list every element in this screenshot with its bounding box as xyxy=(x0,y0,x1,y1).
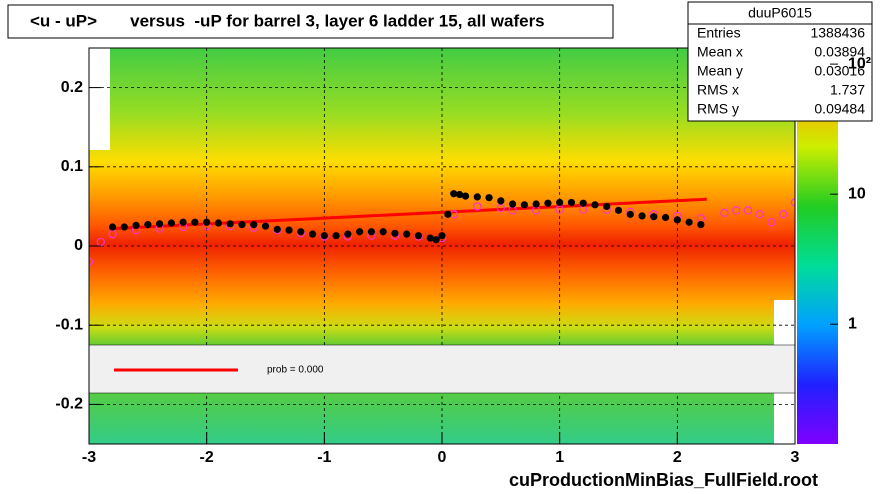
stats-label: Mean x xyxy=(697,44,743,60)
data-point xyxy=(444,210,452,218)
data-point xyxy=(579,199,587,207)
data-point xyxy=(638,212,646,220)
data-point xyxy=(226,220,234,228)
stats-value: 0.03894 xyxy=(814,44,865,60)
stats-label: RMS y xyxy=(697,101,739,117)
data-point xyxy=(461,192,470,200)
data-point xyxy=(743,206,753,215)
x-tick-label: -1 xyxy=(317,449,331,466)
y-tick-label: -0.1 xyxy=(55,316,83,333)
data-point xyxy=(320,232,328,240)
stats-value: 0.09484 xyxy=(814,101,865,117)
data-point xyxy=(297,228,305,236)
chart-title: <u - uP> versus -uP for barrel 3, layer … xyxy=(30,11,545,30)
data-point xyxy=(391,229,399,237)
data-point xyxy=(661,213,670,222)
data-point xyxy=(567,198,576,207)
data-point xyxy=(403,230,411,238)
z-tick-label: 10 xyxy=(848,185,866,202)
data-point xyxy=(614,206,623,214)
data-point xyxy=(731,206,741,215)
data-point xyxy=(414,232,423,240)
data-point xyxy=(755,210,764,219)
x-axis-label: cuProductionMinBias_FullField.root xyxy=(509,470,818,490)
data-point xyxy=(520,201,528,209)
heatmap-band xyxy=(770,120,795,300)
title-box xyxy=(7,4,614,39)
x-tick-label: -2 xyxy=(200,449,214,466)
data-point xyxy=(285,226,293,234)
x-tick-label: 2 xyxy=(673,449,682,466)
legend-label: prob = 0.000 xyxy=(267,365,324,376)
stats-label: Mean y xyxy=(697,63,743,79)
data-point xyxy=(508,200,517,208)
data-point xyxy=(120,223,128,231)
heatmap-band xyxy=(89,150,110,345)
data-point xyxy=(685,218,693,226)
y-tick-label: -0.2 xyxy=(55,396,83,413)
y-tick-label: 0 xyxy=(74,237,83,254)
data-point xyxy=(720,208,729,217)
data-point xyxy=(156,220,164,228)
data-point xyxy=(426,234,434,242)
data-point xyxy=(473,202,482,211)
data-point xyxy=(144,221,152,229)
data-point xyxy=(603,202,611,210)
data-point xyxy=(356,228,364,236)
data-point xyxy=(179,218,187,226)
data-point xyxy=(473,193,481,201)
data-point xyxy=(167,219,175,227)
data-point xyxy=(556,198,564,207)
data-point xyxy=(367,228,375,236)
stats-value: 0.03016 xyxy=(814,63,865,79)
data-point xyxy=(214,219,223,227)
x-tick-label: 1 xyxy=(555,449,564,466)
x-tick-label: -3 xyxy=(82,449,96,466)
data-point xyxy=(544,199,552,207)
y-tick-label: 0.2 xyxy=(61,79,83,96)
stats-label: RMS x xyxy=(697,82,739,98)
stats-title: duuP6015 xyxy=(748,5,812,21)
data-point xyxy=(697,221,705,229)
data-point xyxy=(191,218,199,226)
data-point xyxy=(532,200,540,208)
heatmap-band xyxy=(89,393,774,444)
data-point xyxy=(790,198,795,207)
data-point xyxy=(438,232,446,240)
z-tick-label: 10² xyxy=(848,55,871,72)
data-point xyxy=(767,218,776,227)
data-point xyxy=(779,210,788,219)
data-point xyxy=(379,228,387,236)
data-point xyxy=(273,225,281,233)
data-point xyxy=(591,201,599,209)
stats-value: 1.737 xyxy=(830,82,865,98)
data-point xyxy=(497,197,505,205)
data-point xyxy=(108,223,117,231)
data-point xyxy=(238,221,246,229)
data-point xyxy=(626,210,634,218)
stats-value: 1388436 xyxy=(810,25,865,41)
data-point xyxy=(203,218,211,226)
data-point xyxy=(456,190,464,199)
data-point xyxy=(308,230,317,238)
data-point xyxy=(485,194,493,202)
x-tick-label: 0 xyxy=(438,449,447,466)
data-point xyxy=(132,221,140,230)
stats-box xyxy=(687,1,873,122)
data-point xyxy=(250,221,258,229)
data-point xyxy=(344,230,352,238)
data-point xyxy=(432,236,440,244)
data-point xyxy=(450,190,458,198)
data-point xyxy=(650,213,658,221)
data-point xyxy=(261,222,270,230)
data-point xyxy=(332,232,340,240)
stats-label: Entries xyxy=(697,25,741,41)
z-tick-label: 1 xyxy=(848,315,857,332)
data-point xyxy=(673,216,681,224)
x-tick-label: 3 xyxy=(791,449,800,466)
y-tick-label: 0.1 xyxy=(61,158,83,175)
